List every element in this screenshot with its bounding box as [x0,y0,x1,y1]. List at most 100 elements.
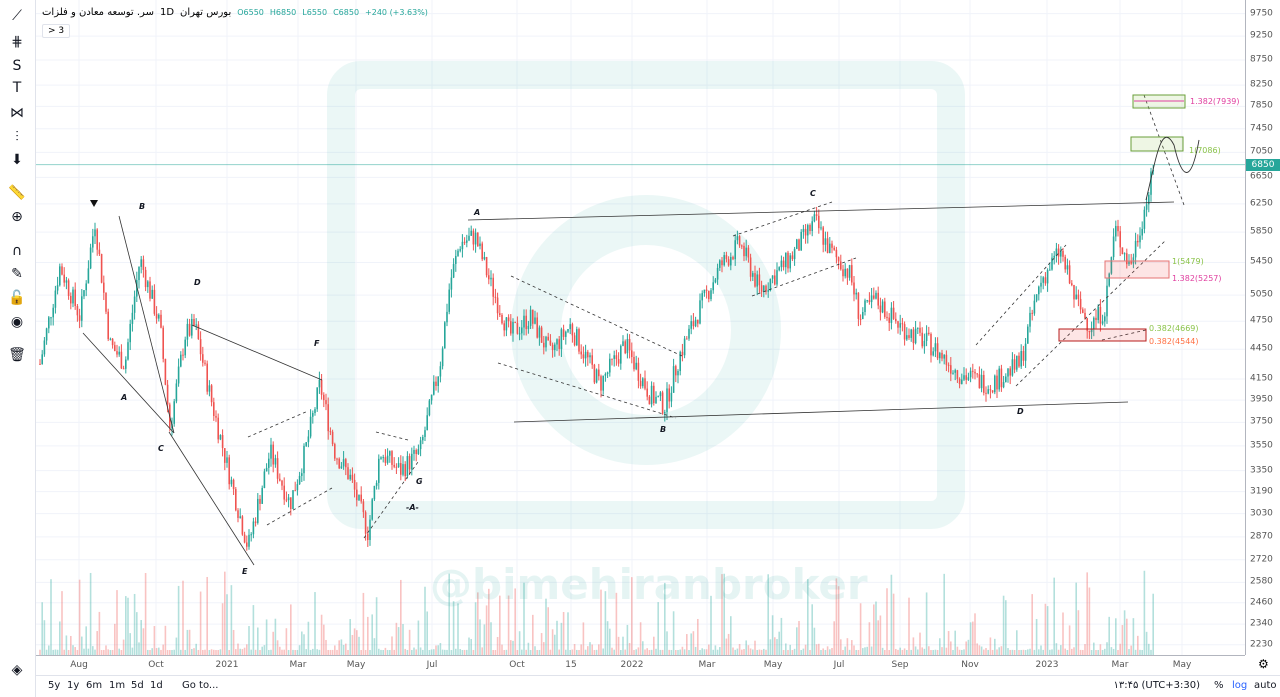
volume-bar [796,627,798,655]
candle-body [912,329,915,344]
candle-body [752,273,754,277]
volume-bar [503,650,505,655]
candle-body [85,283,87,291]
goto-button[interactable]: Go to... [182,680,219,691]
time-tick: Mar [698,660,716,670]
lock-drawing-icon[interactable]: ✎ [11,266,23,282]
range-5y[interactable]: 5y [48,680,61,691]
auto-toggle[interactable]: auto [1254,680,1277,691]
price-tick: 6250 [1250,198,1273,209]
candle-body [406,456,409,477]
volume-bar [668,649,670,655]
volume-bar [83,648,85,655]
price-chart[interactable] [36,0,1245,655]
range-6m[interactable]: 6m [86,680,103,691]
interval[interactable]: 1D [159,7,175,18]
volume-bar [571,649,574,655]
volume-bar [221,603,224,655]
candle-body [43,340,46,355]
range-1d[interactable]: 1d [150,680,163,691]
volume-bar [606,621,609,655]
candle-body [617,359,620,364]
candle-body [624,341,626,354]
brush-tool-icon[interactable]: S [12,58,22,74]
candle-body [796,239,798,249]
candle-body [846,268,849,278]
volume-bar [972,621,974,655]
volume-bar [578,649,580,655]
candle-body [881,301,884,313]
volume-bar [305,649,307,655]
candle-body [672,366,675,393]
candle-body [424,430,426,437]
volume-bar [609,628,611,655]
candle-body [50,317,52,319]
candle-body [980,374,983,389]
range-1m[interactable]: 1m [109,680,126,691]
trendline-tool-icon[interactable]: ⟋ [12,8,22,24]
candle-body [239,516,241,518]
magnet-icon[interactable]: ∩ [11,243,23,259]
candle-body [131,312,134,324]
candle-body [697,319,699,324]
volume-bar [270,649,272,655]
text-tool-icon[interactable]: T [12,80,22,96]
volume-bar [235,649,237,655]
volume-bar [950,641,952,655]
trash-icon[interactable]: 🗑 [8,347,26,363]
chart-canvas[interactable] [36,0,1245,655]
volume-bar [1038,649,1040,655]
candle-body [87,268,90,284]
pattern-tool-icon[interactable]: ⋈ [10,105,24,121]
volume-bar [741,649,743,655]
candle-body [1134,240,1137,258]
volume-bar [758,649,761,655]
candle-body [844,268,846,277]
candle-body [1139,235,1141,243]
candle-body [851,265,853,283]
indicators-toggle[interactable]: > 3 [42,24,71,38]
lock-icon[interactable]: 🔓 [8,290,26,306]
arrow-down-icon[interactable]: ⬇ [11,152,23,168]
time-axis[interactable]: Aug Oct 2021 Mar May Jul Oct 15 2022 Mar May Jul Sep… [36,655,1245,675]
volume-bar [1027,649,1029,655]
zoom-in-icon[interactable]: ⊕ [11,209,23,225]
candle-body [226,457,228,463]
layers-icon[interactable]: ◈ [11,662,23,678]
volume-bar [437,645,439,655]
volume-bar [371,614,373,655]
timezone[interactable]: ۱۳:۴۵ (UTC+3:30) [1113,680,1201,691]
range-5d[interactable]: 5d [131,680,144,691]
volume-bar [906,649,908,655]
volume-bar [536,649,538,655]
ruler-icon[interactable]: 📏 [8,185,26,201]
volume-bar [897,649,899,655]
percent-toggle[interactable]: % [1214,680,1224,691]
volume-bar [923,648,926,655]
candle-body [76,306,79,316]
candle-body [468,235,470,241]
volume-bar [532,614,534,655]
candle-body [895,318,897,322]
volume-bar [835,578,838,655]
log-toggle[interactable]: log [1232,680,1248,691]
candle-body [1060,250,1062,257]
candle-body [994,375,996,393]
price-axis[interactable]: 9750 9250 8750 8250 7850 7450 7050 6650 6250 5850… [1245,0,1280,655]
eye-icon[interactable]: ◉ [10,314,24,330]
fib-tool-icon[interactable]: ⋕ [11,34,23,50]
range-1y[interactable]: 1y [67,680,80,691]
volume-bar [523,582,525,655]
candle-body [593,364,596,383]
dashed-trendline [247,410,309,438]
candle-body [120,351,123,369]
settings-gear-icon[interactable]: ⚙ [1258,657,1269,671]
candle-body [193,318,195,326]
candle-body [919,327,921,333]
prediction-tool-icon[interactable]: ⫶ [15,129,19,145]
volume-bar [448,573,450,655]
wave-label: -A- [406,503,419,512]
volume-bar [81,636,83,655]
candle-body [378,458,380,483]
volume-bar [681,646,684,655]
